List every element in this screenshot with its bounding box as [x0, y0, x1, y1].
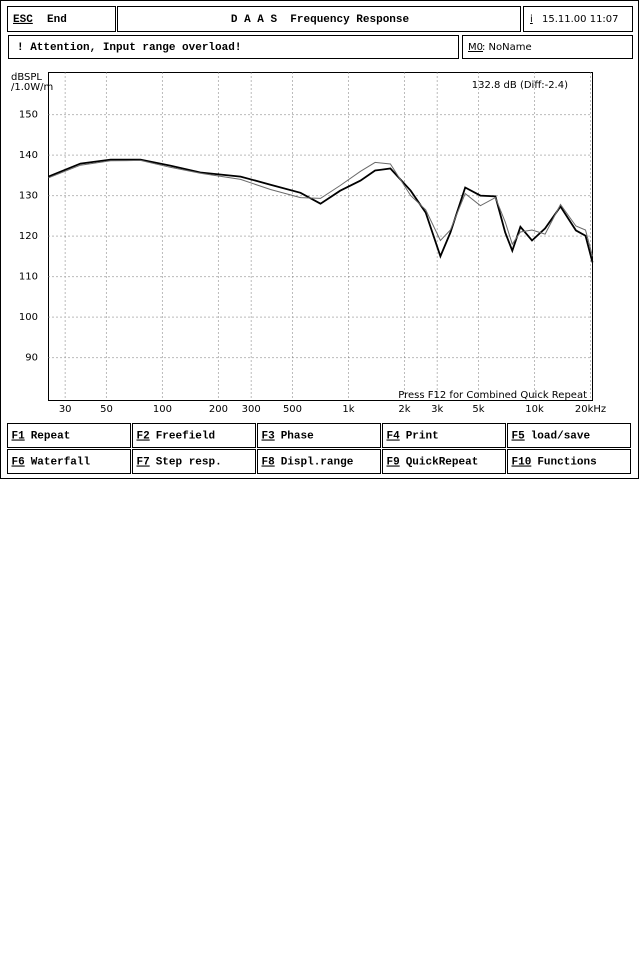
- function-key: F9 QuickRepeat: [387, 456, 479, 468]
- function-key: F3 Phase: [262, 430, 315, 442]
- function-key: F7 Step resp.: [137, 456, 222, 468]
- function-key-button[interactable]: [257, 423, 381, 448]
- memory-key: M0: [468, 42, 483, 53]
- function-key-label: Step resp.: [156, 456, 222, 468]
- x-tick-label: 2k: [398, 404, 410, 415]
- function-key-button[interactable]: [132, 449, 256, 474]
- y-tick-label: 90: [25, 353, 38, 364]
- function-key-code: F1: [12, 430, 26, 442]
- y-axis-label: /1.0W/m: [11, 82, 53, 93]
- annotation: Press F12 for Combined Quick Repeat: [398, 390, 587, 401]
- function-key-code: F7: [137, 456, 150, 468]
- function-key-code: F3: [262, 430, 276, 442]
- function-key: F2 Freefield: [137, 430, 216, 442]
- x-tick-label: 100: [153, 404, 172, 415]
- y-tick-label: 100: [19, 312, 38, 323]
- function-key-label: Waterfall: [31, 456, 91, 468]
- x-tick-label: 20kHz: [575, 404, 606, 415]
- title-bar: [117, 6, 521, 32]
- function-key-button[interactable]: [507, 423, 631, 448]
- y-tick-label: 120: [19, 231, 38, 242]
- function-key-label: QuickRepeat: [406, 456, 479, 468]
- memory-box: [462, 35, 633, 59]
- function-key-code: F9: [387, 456, 400, 468]
- x-tick-label: 5k: [472, 404, 484, 415]
- clock-box: [523, 6, 633, 32]
- message-box: [8, 35, 459, 59]
- function-key-label: Displ.range: [281, 456, 354, 468]
- function-key: F5 load/save: [512, 430, 591, 442]
- daas-window: ESC End D A A S Frequency Response i 15.…: [0, 0, 639, 479]
- function-key: F8 Displ.range: [262, 456, 354, 468]
- function-key-code: F4: [387, 430, 401, 442]
- x-tick-label: 500: [283, 404, 302, 415]
- function-key-label: Freefield: [156, 430, 215, 442]
- annotation: 132.8 dB (Diff:-2.4): [472, 80, 568, 91]
- function-key-code: F6: [12, 456, 25, 468]
- function-key-button[interactable]: [132, 423, 256, 448]
- function-key: F1 Repeat: [12, 430, 71, 442]
- function-key-button[interactable]: [7, 449, 131, 474]
- info-key: i: [530, 14, 533, 25]
- function-key: F10 Functions: [512, 456, 597, 468]
- function-key-label: Repeat: [31, 430, 71, 442]
- y-tick-label: 150: [19, 110, 38, 121]
- x-tick-label: 3k: [431, 404, 443, 415]
- function-key-button[interactable]: [257, 449, 381, 474]
- function-key-code: F8: [262, 456, 276, 468]
- y-tick-label: 130: [19, 191, 38, 202]
- function-key-button[interactable]: [507, 449, 631, 474]
- function-key: F6 Waterfall: [12, 456, 91, 468]
- function-key-label: Functions: [537, 456, 596, 468]
- function-key-label: Phase: [281, 430, 314, 442]
- x-tick-label: 300: [242, 404, 261, 415]
- x-tick-label: 200: [209, 404, 228, 415]
- y-tick-label: 140: [19, 150, 38, 161]
- esc-key: ESC: [13, 14, 33, 26]
- x-tick-label: 1k: [342, 404, 354, 415]
- function-keys: F1 Repeat F2 Freefield F3 Phase F4 Print F5 load/…: [7, 423, 631, 474]
- datetime: 15.11.00 11:07: [542, 14, 619, 25]
- status-message: ! Attention, Input range overload!: [17, 42, 241, 54]
- function-key: F4 Print: [387, 430, 439, 442]
- function-key-button[interactable]: [382, 423, 506, 448]
- y-tick-label: 110: [19, 272, 38, 283]
- function-key-label: load/save: [531, 430, 591, 442]
- x-tick-label: 10k: [525, 404, 544, 415]
- function-key-code: F5: [512, 430, 526, 442]
- function-key-button[interactable]: [382, 449, 506, 474]
- title: D A A S Frequency Response: [231, 14, 410, 26]
- function-key-code: F10: [512, 456, 532, 468]
- function-key-code: F2: [137, 430, 150, 442]
- y-axis-label: dBSPL: [11, 72, 42, 83]
- function-key-button[interactable]: [7, 423, 131, 448]
- x-tick-label: 50: [100, 404, 113, 415]
- response-curve: [48, 158, 594, 263]
- esc-button[interactable]: [7, 6, 116, 32]
- response-curve: [48, 159, 593, 257]
- memory-label: : NoName: [482, 42, 532, 53]
- function-key-label: Print: [406, 430, 439, 442]
- esc-label: End: [47, 14, 67, 26]
- x-tick-label: 30: [59, 404, 72, 415]
